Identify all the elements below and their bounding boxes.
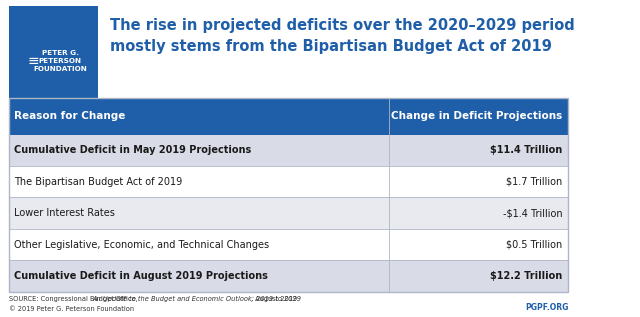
- Text: Other Legislative, Economic, and Technical Changes: Other Legislative, Economic, and Technic…: [15, 240, 269, 249]
- Text: , August 2019: , August 2019: [251, 296, 297, 302]
- Text: Cumulative Deficit in May 2019 Projections: Cumulative Deficit in May 2019 Projectio…: [15, 146, 252, 155]
- FancyBboxPatch shape: [389, 166, 568, 197]
- FancyBboxPatch shape: [9, 98, 568, 135]
- Text: Lower Interest Rates: Lower Interest Rates: [15, 208, 115, 218]
- FancyBboxPatch shape: [9, 166, 389, 197]
- Text: SOURCE: Congressional Budget Office,: SOURCE: Congressional Budget Office,: [9, 296, 140, 302]
- Text: PETER G.
PETERSON
FOUNDATION: PETER G. PETERSON FOUNDATION: [33, 49, 87, 72]
- Text: -$1.4 Trillion: -$1.4 Trillion: [503, 208, 563, 218]
- Text: © 2019 Peter G. Peterson Foundation: © 2019 Peter G. Peterson Foundation: [9, 306, 134, 312]
- Text: Reason for Change: Reason for Change: [15, 112, 126, 121]
- Text: $1.7 Trillion: $1.7 Trillion: [506, 177, 563, 187]
- Text: $0.5 Trillion: $0.5 Trillion: [506, 240, 563, 249]
- Text: The rise in projected deficits over the 2020–2029 period
mostly stems from the B: The rise in projected deficits over the …: [109, 18, 574, 55]
- Text: PGPF.ORG: PGPF.ORG: [525, 303, 568, 312]
- Text: An Update to the Budget and Economic Outlook: 2019 to 2029: An Update to the Budget and Economic Out…: [92, 296, 301, 302]
- FancyBboxPatch shape: [9, 197, 389, 229]
- FancyBboxPatch shape: [9, 260, 389, 292]
- FancyBboxPatch shape: [9, 229, 389, 260]
- FancyBboxPatch shape: [9, 6, 98, 127]
- Text: $11.4 Trillion: $11.4 Trillion: [490, 146, 563, 155]
- FancyBboxPatch shape: [389, 260, 568, 292]
- FancyBboxPatch shape: [389, 229, 568, 260]
- Text: Change in Deficit Projections: Change in Deficit Projections: [391, 112, 563, 121]
- Text: Cumulative Deficit in August 2019 Projections: Cumulative Deficit in August 2019 Projec…: [15, 271, 268, 281]
- Text: $12.2 Trillion: $12.2 Trillion: [490, 271, 563, 281]
- FancyBboxPatch shape: [389, 135, 568, 166]
- FancyBboxPatch shape: [389, 197, 568, 229]
- Text: The Bipartisan Budget Act of 2019: The Bipartisan Budget Act of 2019: [15, 177, 182, 187]
- FancyBboxPatch shape: [9, 135, 389, 166]
- Text: ≡: ≡: [28, 54, 40, 68]
